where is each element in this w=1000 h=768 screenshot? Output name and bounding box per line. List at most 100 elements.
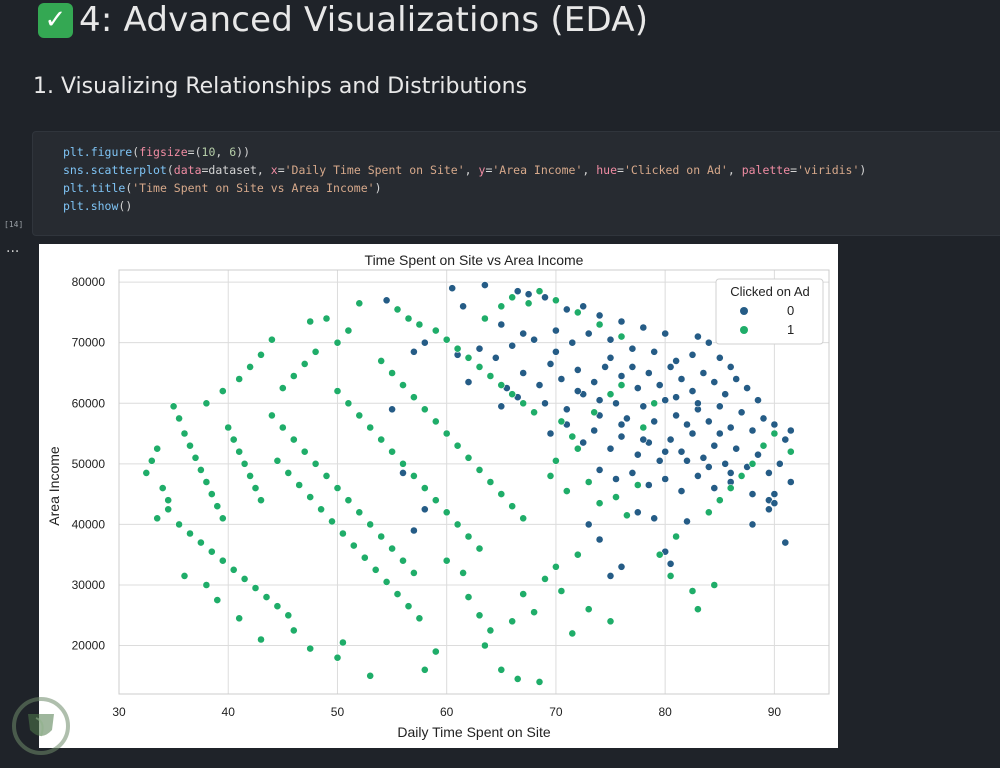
data-point-class-0 [612, 399, 620, 408]
watermark-logo-icon [12, 697, 70, 755]
data-point-class-0 [786, 478, 795, 486]
data-point-class-1 [229, 435, 238, 444]
data-point-class-0 [448, 284, 457, 293]
data-point-class-1 [366, 520, 375, 529]
data-point-class-1 [306, 644, 315, 653]
data-point-class-1 [442, 556, 451, 565]
data-point-class-1 [251, 584, 260, 592]
data-point-class-0 [546, 429, 555, 438]
code-line-1: plt.figure(figsize=(10, 6)) [63, 145, 251, 159]
data-point-class-1 [338, 529, 347, 538]
data-point-class-1 [267, 411, 276, 420]
data-point-class-0 [535, 381, 544, 389]
data-point-class-0 [661, 396, 670, 405]
data-point-class-0 [639, 435, 648, 444]
data-point-class-1 [770, 429, 779, 438]
data-point-class-1 [393, 590, 402, 598]
data-point-class-0 [666, 435, 675, 444]
y-tick-label: 30000 [72, 578, 106, 592]
data-point-class-1 [486, 478, 495, 486]
data-point-class-0 [715, 353, 724, 362]
data-point-class-0 [491, 353, 500, 362]
data-point-class-0 [388, 405, 396, 414]
data-point-class-0 [628, 468, 637, 477]
data-point-class-0 [699, 453, 708, 462]
data-point-class-1 [568, 432, 577, 441]
data-point-class-0 [633, 384, 642, 392]
data-point-class-1 [442, 335, 451, 344]
scatter-chart: 30 40 50 60 70 80 90 20000 30000 40000 50000 60000… [46, 252, 830, 740]
data-point-class-1 [289, 626, 298, 635]
data-point-class-1 [513, 674, 522, 683]
scatter-points [142, 281, 795, 686]
data-point-class-1 [590, 408, 599, 417]
data-point-class-1 [355, 508, 364, 517]
data-point-class-1 [333, 653, 342, 662]
data-point-class-0 [650, 347, 659, 356]
data-point-class-0 [530, 335, 538, 344]
data-point-class-1 [229, 565, 238, 574]
y-axis-label: Area Income [46, 446, 62, 526]
legend: Clicked on Ad 0 1 [715, 278, 824, 345]
data-point-class-1 [595, 499, 604, 508]
data-point-class-1 [552, 456, 560, 465]
data-point-class-1 [404, 314, 413, 323]
data-point-class-1 [573, 308, 582, 317]
data-point-class-1 [355, 299, 364, 308]
data-point-class-1 [382, 577, 391, 586]
data-point-class-1 [344, 399, 353, 408]
data-point-class-0 [382, 296, 391, 305]
data-point-class-1 [519, 514, 528, 523]
data-point-class-1 [557, 587, 566, 595]
data-point-class-1 [508, 390, 517, 399]
data-point-class-0 [710, 441, 719, 450]
data-point-class-0 [770, 490, 779, 498]
data-point-class-1 [694, 605, 702, 614]
data-point-class-0 [573, 366, 582, 374]
data-point-class-0 [595, 396, 604, 405]
x-tick-label: 90 [768, 705, 782, 719]
data-point-class-0 [677, 375, 686, 383]
data-point-class-1 [377, 357, 386, 365]
output-collapse-dots[interactable]: ... [6, 240, 20, 256]
data-point-class-1 [573, 550, 582, 559]
x-tick-label: 60 [440, 705, 454, 719]
data-point-class-1 [519, 590, 528, 598]
execution-count: [14] [4, 220, 24, 229]
data-point-class-0 [606, 353, 615, 362]
data-point-class-0 [748, 520, 757, 529]
data-point-class-0 [541, 293, 549, 302]
data-point-class-0 [694, 332, 702, 341]
data-point-class-1 [147, 456, 156, 465]
y-tick-label: 40000 [72, 517, 106, 531]
data-point-class-1 [541, 574, 549, 583]
data-point-class-1 [186, 441, 194, 450]
data-point-class-1 [257, 635, 265, 644]
data-point-class-1 [633, 481, 642, 489]
data-point-class-1 [453, 520, 462, 529]
data-point-class-1 [655, 550, 664, 559]
data-point-class-1 [508, 293, 517, 302]
data-point-class-0 [672, 357, 680, 365]
code-line-2: sns.scatterplot(data=dataset, x='Daily T… [63, 163, 867, 177]
data-point-class-1 [399, 556, 407, 565]
data-point-class-1 [311, 347, 320, 356]
data-point-class-1 [207, 547, 216, 556]
data-point-class-0 [655, 381, 664, 389]
code-cell[interactable]: plt.figure(figsize=(10, 6)) sns.scatterpl… [32, 131, 1000, 236]
x-tick-labels: 30 40 50 60 70 80 90 [112, 705, 781, 719]
code-editor[interactable]: plt.figure(figsize=(10, 6)) sns.scatterpl… [63, 143, 866, 215]
data-point-class-1 [344, 496, 353, 505]
legend-marker-1 [740, 326, 748, 334]
data-point-class-1 [606, 390, 615, 399]
legend-label-0: 0 [787, 303, 794, 318]
data-point-class-1 [251, 484, 260, 492]
data-point-class-1 [344, 326, 353, 335]
data-point-class-0 [573, 387, 582, 395]
data-point-class-1 [349, 541, 358, 550]
data-point-class-0 [459, 302, 467, 311]
data-point-class-1 [153, 514, 162, 523]
data-point-class-0 [420, 338, 429, 347]
data-point-class-1 [240, 459, 249, 468]
y-tick-label: 20000 [72, 639, 106, 653]
